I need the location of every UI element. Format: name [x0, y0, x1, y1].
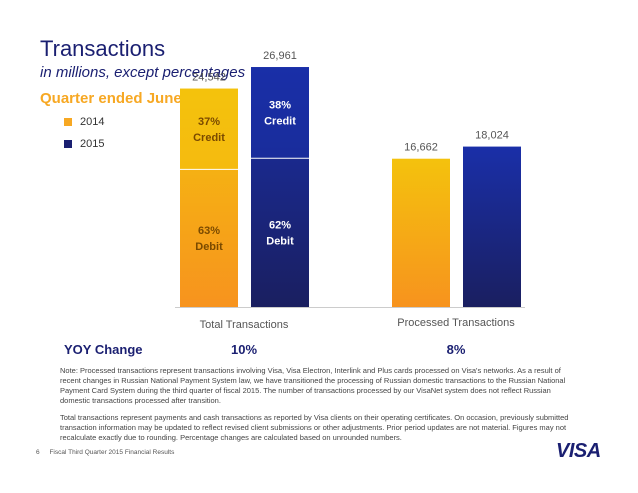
- bar-segment-credit-2014: [180, 88, 238, 170]
- legend-item-2014: 2014: [64, 116, 104, 128]
- legend-label-2015: 2015: [80, 138, 105, 150]
- segment-pct-credit-2015: 38%: [269, 100, 291, 112]
- bar-value-label-2015-0: 26,961: [263, 50, 297, 62]
- segment-label-credit-2015: Credit: [264, 116, 296, 128]
- legend-swatch-2015: [64, 140, 72, 148]
- segment-pct-debit-2014: 63%: [198, 225, 220, 237]
- page-subtitle: in millions, except percentages: [40, 64, 246, 81]
- footer: 6 Fiscal Third Quarter 2015 Financial Re…: [36, 449, 174, 456]
- segment-label-debit-2014: Debit: [195, 241, 223, 253]
- note-total: Total transactions represent payments an…: [60, 413, 569, 442]
- page-number: 6: [36, 449, 40, 456]
- yoy-change-total: 10%: [230, 342, 258, 357]
- bar-2015-1: [463, 146, 521, 307]
- visa-logo: VISA: [556, 440, 601, 462]
- x-axis-label-1: Processed Transactions: [397, 317, 515, 329]
- footer-text: Fiscal Third Quarter 2015 Financial Resu…: [49, 449, 175, 456]
- bar-segment-credit-2015: [251, 67, 309, 159]
- legend-label-2014: 2014: [80, 116, 105, 128]
- legend-item-2015: 2015: [64, 138, 104, 150]
- bar-value-label-2014-1: 16,662: [404, 142, 438, 154]
- yoy-change-label: YOY Change: [64, 342, 143, 357]
- page-title: Transactions: [40, 36, 166, 61]
- segment-pct-debit-2015: 62%: [269, 220, 291, 232]
- period-label: Quarter ended June: [40, 90, 182, 107]
- bar-2014-1: [392, 158, 450, 307]
- segment-label-debit-2015: Debit: [266, 236, 294, 248]
- segment-label-credit-2014: Credit: [193, 132, 225, 144]
- bar-value-label-2015-1: 18,024: [475, 130, 509, 142]
- legend-swatch-2014: [64, 118, 72, 126]
- bar-value-label-2014-0: 24,542: [192, 72, 226, 84]
- yoy-change-processed: 8%: [446, 342, 466, 357]
- note-processed: Note: Processed transactions represent t…: [60, 366, 566, 405]
- x-axis-label-0: Total Transactions: [200, 319, 289, 331]
- segment-pct-credit-2014: 37%: [198, 116, 220, 128]
